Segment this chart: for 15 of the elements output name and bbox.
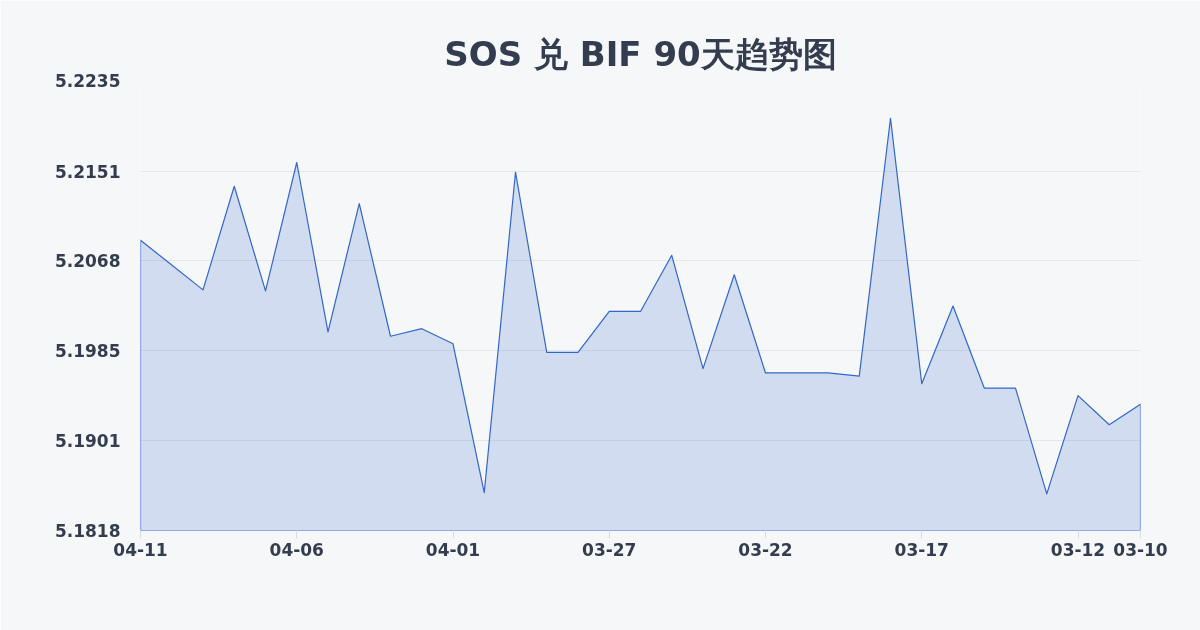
y-tick-label: 5.2235 bbox=[54, 71, 121, 91]
y-tick-label: 5.1818 bbox=[54, 521, 121, 541]
x-tick-label: 03-22 bbox=[738, 539, 793, 560]
y-tick-label: 5.1985 bbox=[54, 340, 121, 361]
x-tick-label: 04-01 bbox=[425, 539, 481, 560]
chart-title: SOS 兑 BIF 90天趋势图 bbox=[444, 33, 837, 74]
x-tick-label: 04-11 bbox=[113, 539, 168, 560]
y-tick-label: 5.1901 bbox=[54, 431, 121, 452]
x-tick-label: 03-12 bbox=[1050, 539, 1106, 560]
x-tick-label: 03-17 bbox=[894, 539, 949, 560]
x-tick-label: 03-10 bbox=[1113, 539, 1168, 560]
x-tick-label: 04-06 bbox=[269, 539, 324, 560]
x-tick-label: 03-27 bbox=[582, 539, 637, 560]
y-tick-label: 5.2068 bbox=[54, 251, 121, 272]
y-tick-label: 5.2151 bbox=[54, 161, 121, 182]
